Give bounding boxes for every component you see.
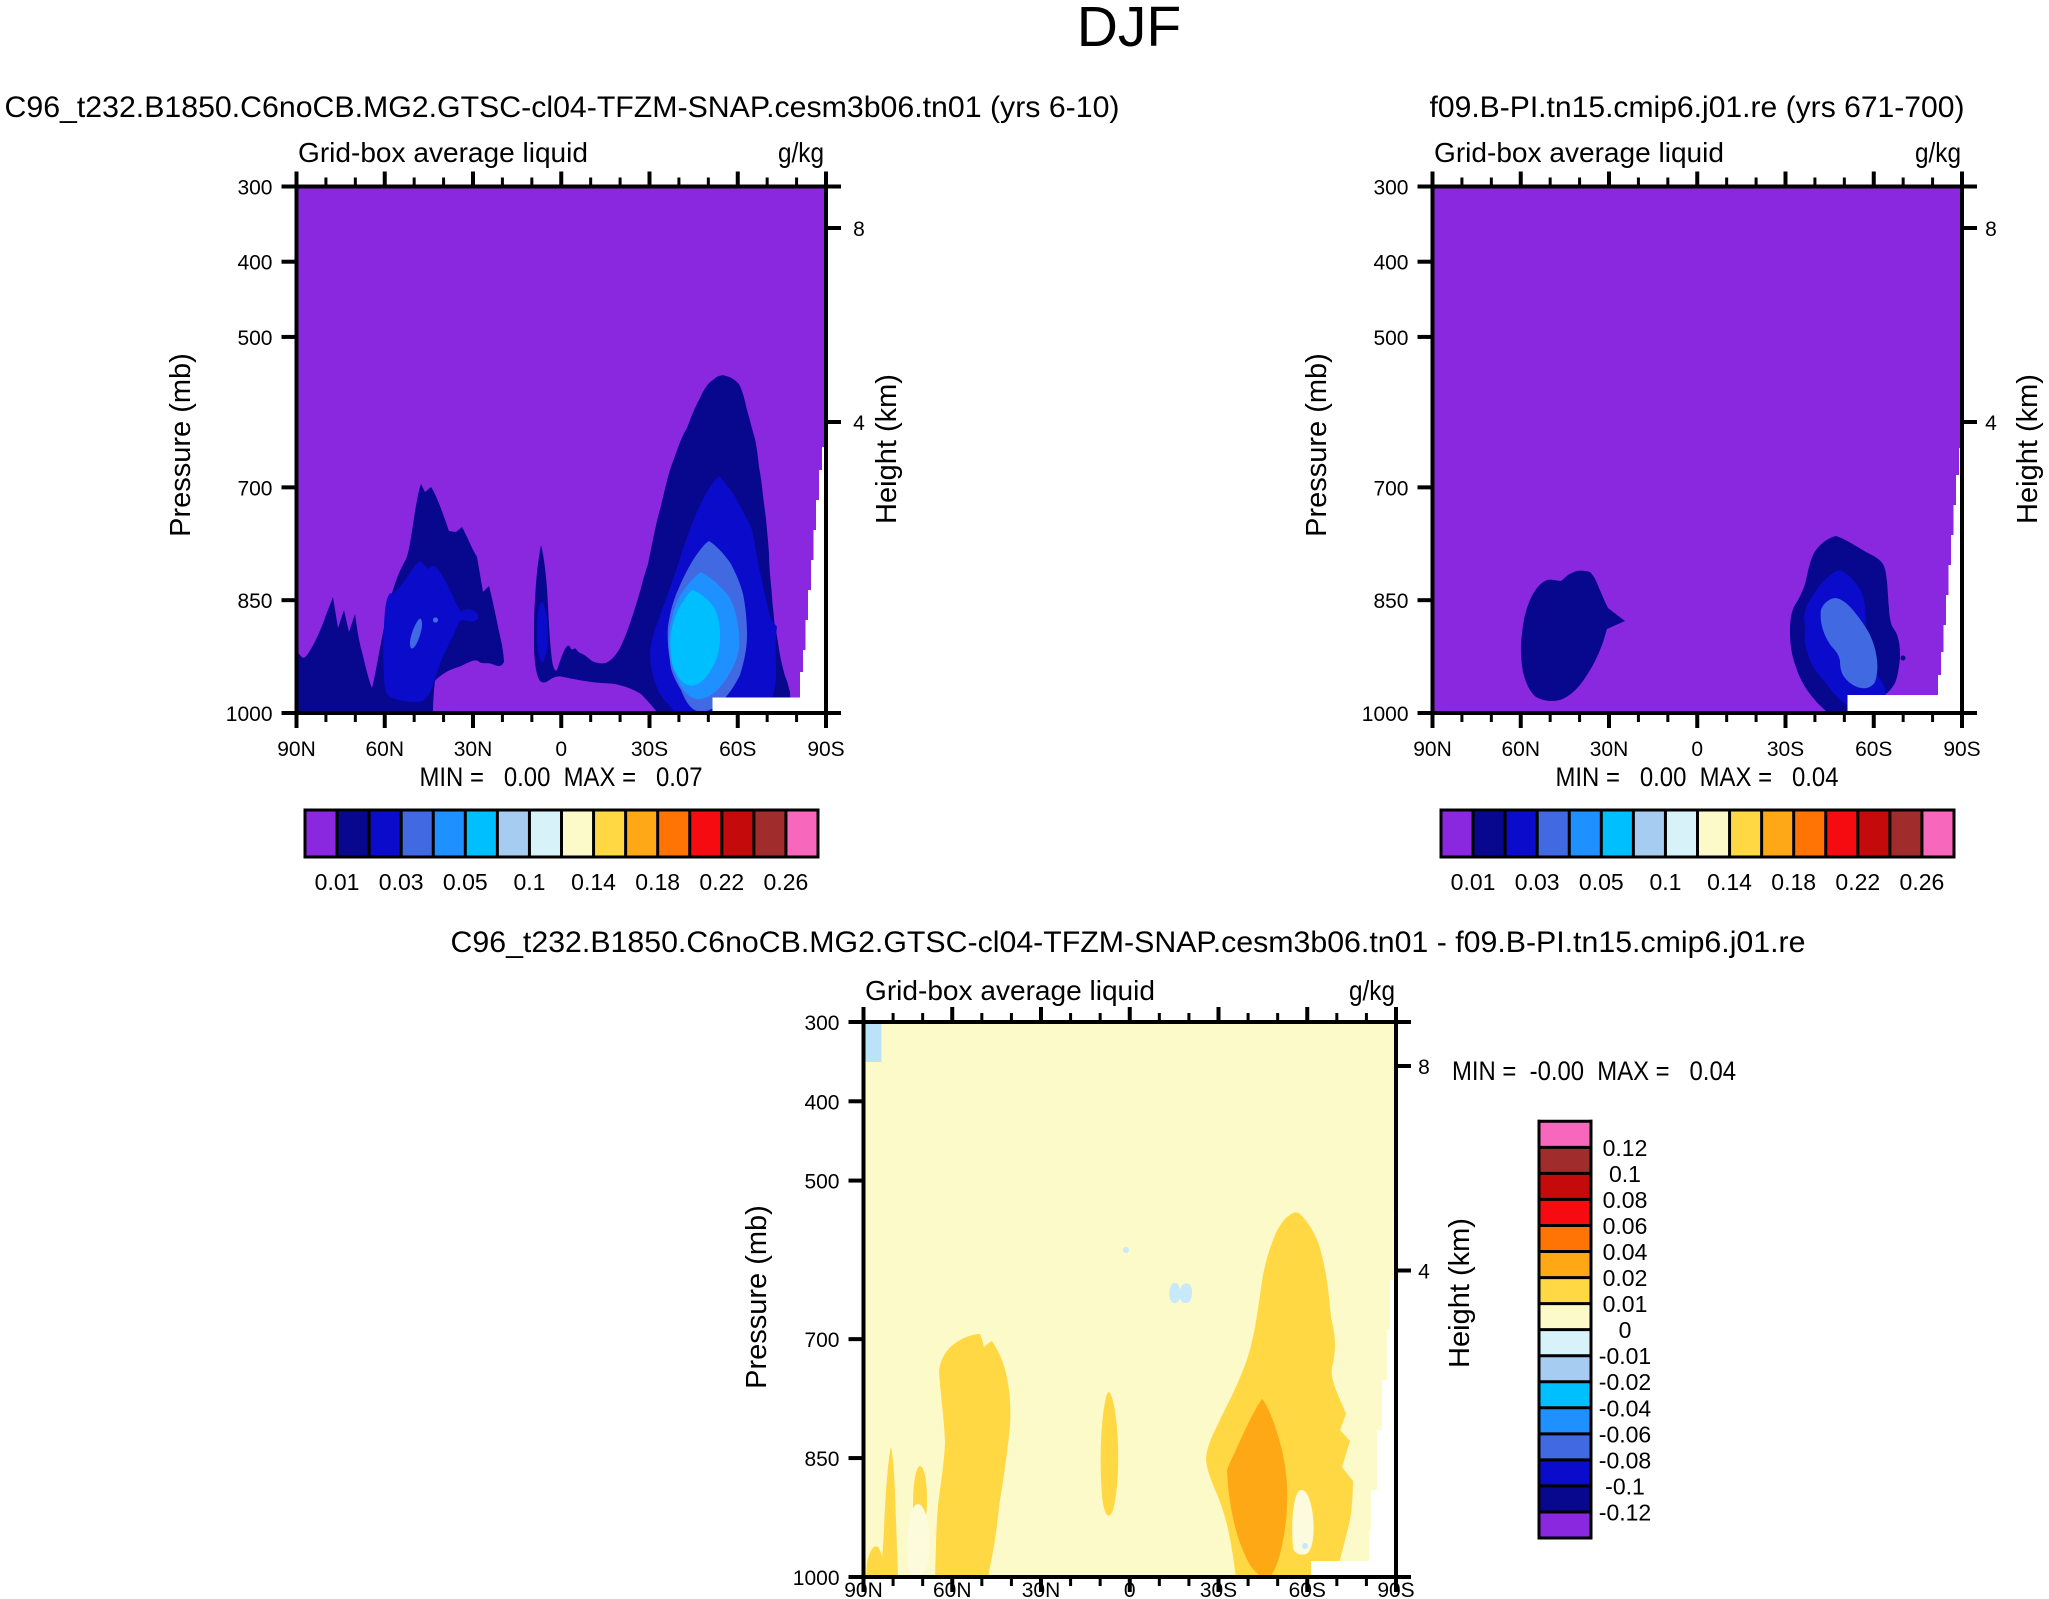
svg-text:0: 0: [1124, 1579, 1136, 1599]
svg-text:0.18: 0.18: [1771, 869, 1816, 895]
svg-text:Height (km): Height (km): [1444, 1218, 1476, 1368]
svg-text:700: 700: [237, 477, 272, 500]
svg-text:60S: 60S: [1855, 738, 1892, 761]
svg-text:60N: 60N: [365, 738, 404, 761]
svg-text:60S: 60S: [719, 738, 756, 761]
svg-text:30S: 30S: [1767, 738, 1804, 761]
svg-text:30S: 30S: [1200, 1579, 1237, 1599]
svg-text:0.06: 0.06: [1603, 1213, 1648, 1239]
svg-text:MIN = -0.00 MAX = 0.04: MIN = -0.00 MAX = 0.04: [1452, 1056, 1736, 1086]
svg-text:-0.06: -0.06: [1599, 1421, 1651, 1447]
svg-text:0: 0: [1619, 1317, 1632, 1343]
svg-text:0.05: 0.05: [443, 869, 488, 895]
svg-text:DJF: DJF: [1077, 0, 1181, 59]
svg-text:4: 4: [1985, 412, 1997, 435]
svg-text:90S: 90S: [807, 738, 844, 761]
svg-text:30N: 30N: [454, 738, 493, 761]
svg-text:0.03: 0.03: [379, 869, 424, 895]
svg-text:30N: 30N: [1022, 1579, 1061, 1599]
svg-text:0.08: 0.08: [1603, 1187, 1648, 1213]
svg-text:0: 0: [555, 738, 567, 761]
svg-text:0.22: 0.22: [1835, 869, 1880, 895]
svg-text:1000: 1000: [793, 1567, 840, 1590]
svg-text:0.04: 0.04: [1603, 1239, 1648, 1265]
svg-text:0.22: 0.22: [699, 869, 744, 895]
svg-text:g/kg: g/kg: [1349, 975, 1395, 1006]
svg-text:0: 0: [1691, 738, 1703, 761]
svg-text:0.03: 0.03: [1515, 869, 1560, 895]
svg-text:400: 400: [1373, 252, 1408, 275]
svg-text:0.1: 0.1: [1649, 869, 1681, 895]
svg-text:90N: 90N: [277, 738, 316, 761]
svg-text:Grid-box average liquid: Grid-box average liquid: [298, 137, 588, 168]
svg-text:850: 850: [237, 590, 272, 613]
svg-text:MIN = 0.00 MAX = 0.07: MIN = 0.00 MAX = 0.07: [420, 762, 703, 792]
svg-text:Pressure (mb): Pressure (mb): [741, 1205, 773, 1389]
svg-text:0.14: 0.14: [571, 869, 616, 895]
svg-text:0.05: 0.05: [1579, 869, 1624, 895]
svg-text:g/kg: g/kg: [778, 137, 824, 168]
svg-text:4: 4: [853, 412, 865, 435]
svg-text:700: 700: [804, 1329, 839, 1352]
svg-text:4: 4: [1418, 1261, 1430, 1284]
svg-text:-0.02: -0.02: [1599, 1369, 1651, 1395]
svg-text:-0.12: -0.12: [1599, 1499, 1651, 1525]
svg-text:Pressure (mb): Pressure (mb): [165, 353, 197, 537]
svg-text:300: 300: [804, 1012, 839, 1035]
svg-text:Pressure (mb): Pressure (mb): [1301, 353, 1333, 537]
svg-text:90N: 90N: [844, 1579, 883, 1599]
svg-text:0.1: 0.1: [1609, 1161, 1641, 1187]
svg-text:MIN = 0.00 MAX = 0.04: MIN = 0.00 MAX = 0.04: [1556, 762, 1839, 792]
svg-text:0.01: 0.01: [1451, 869, 1496, 895]
svg-text:0.1: 0.1: [513, 869, 545, 895]
svg-text:90N: 90N: [1413, 738, 1452, 761]
svg-text:1000: 1000: [1362, 703, 1409, 726]
svg-text:850: 850: [1373, 590, 1408, 613]
svg-text:0.26: 0.26: [1900, 869, 1945, 895]
svg-text:f09.B-PI.tn15.cmip6.j01.re (yr: f09.B-PI.tn15.cmip6.j01.re (yrs 671-700): [1430, 91, 1965, 124]
svg-text:0.01: 0.01: [315, 869, 360, 895]
svg-text:400: 400: [237, 252, 272, 275]
svg-text:700: 700: [1373, 477, 1408, 500]
svg-text:300: 300: [237, 177, 272, 200]
svg-text:500: 500: [804, 1171, 839, 1194]
svg-text:C96_t232.B1850.C6noCB.MG2.GTSC: C96_t232.B1850.C6noCB.MG2.GTSC-cl04-TFZM…: [451, 926, 1806, 959]
svg-text:0.01: 0.01: [1603, 1291, 1648, 1317]
svg-text:1000: 1000: [226, 703, 273, 726]
svg-text:90S: 90S: [1377, 1579, 1414, 1599]
svg-text:-0.01: -0.01: [1599, 1343, 1651, 1369]
svg-text:0.02: 0.02: [1603, 1265, 1648, 1291]
svg-text:30S: 30S: [631, 738, 668, 761]
svg-text:0.12: 0.12: [1603, 1135, 1648, 1161]
svg-text:30N: 30N: [1590, 738, 1629, 761]
svg-text:Height (km): Height (km): [2012, 374, 2044, 524]
svg-text:0.14: 0.14: [1707, 869, 1752, 895]
svg-text:8: 8: [1418, 1056, 1430, 1079]
svg-text:8: 8: [853, 218, 865, 241]
svg-text:0.18: 0.18: [635, 869, 680, 895]
svg-text:-0.1: -0.1: [1605, 1473, 1645, 1499]
svg-text:-0.04: -0.04: [1599, 1395, 1652, 1421]
svg-text:8: 8: [1985, 218, 1997, 241]
svg-text:400: 400: [804, 1091, 839, 1114]
svg-text:Grid-box average liquid: Grid-box average liquid: [1434, 137, 1724, 168]
svg-text:60N: 60N: [1501, 738, 1540, 761]
svg-text:0.26: 0.26: [764, 869, 809, 895]
svg-text:300: 300: [1373, 177, 1408, 200]
svg-text:850: 850: [804, 1448, 839, 1471]
svg-text:C96_t232.B1850.C6noCB.MG2.GTSC: C96_t232.B1850.C6noCB.MG2.GTSC-cl04-TFZM…: [5, 91, 1120, 124]
svg-text:60S: 60S: [1289, 1579, 1326, 1599]
svg-text:Grid-box average liquid: Grid-box average liquid: [865, 975, 1155, 1006]
svg-text:-0.08: -0.08: [1599, 1447, 1651, 1473]
svg-text:500: 500: [237, 327, 272, 350]
svg-text:500: 500: [1373, 327, 1408, 350]
svg-text:60N: 60N: [933, 1579, 972, 1599]
svg-text:g/kg: g/kg: [1915, 137, 1961, 168]
svg-text:Height (km): Height (km): [871, 374, 903, 524]
svg-text:90S: 90S: [1943, 738, 1980, 761]
